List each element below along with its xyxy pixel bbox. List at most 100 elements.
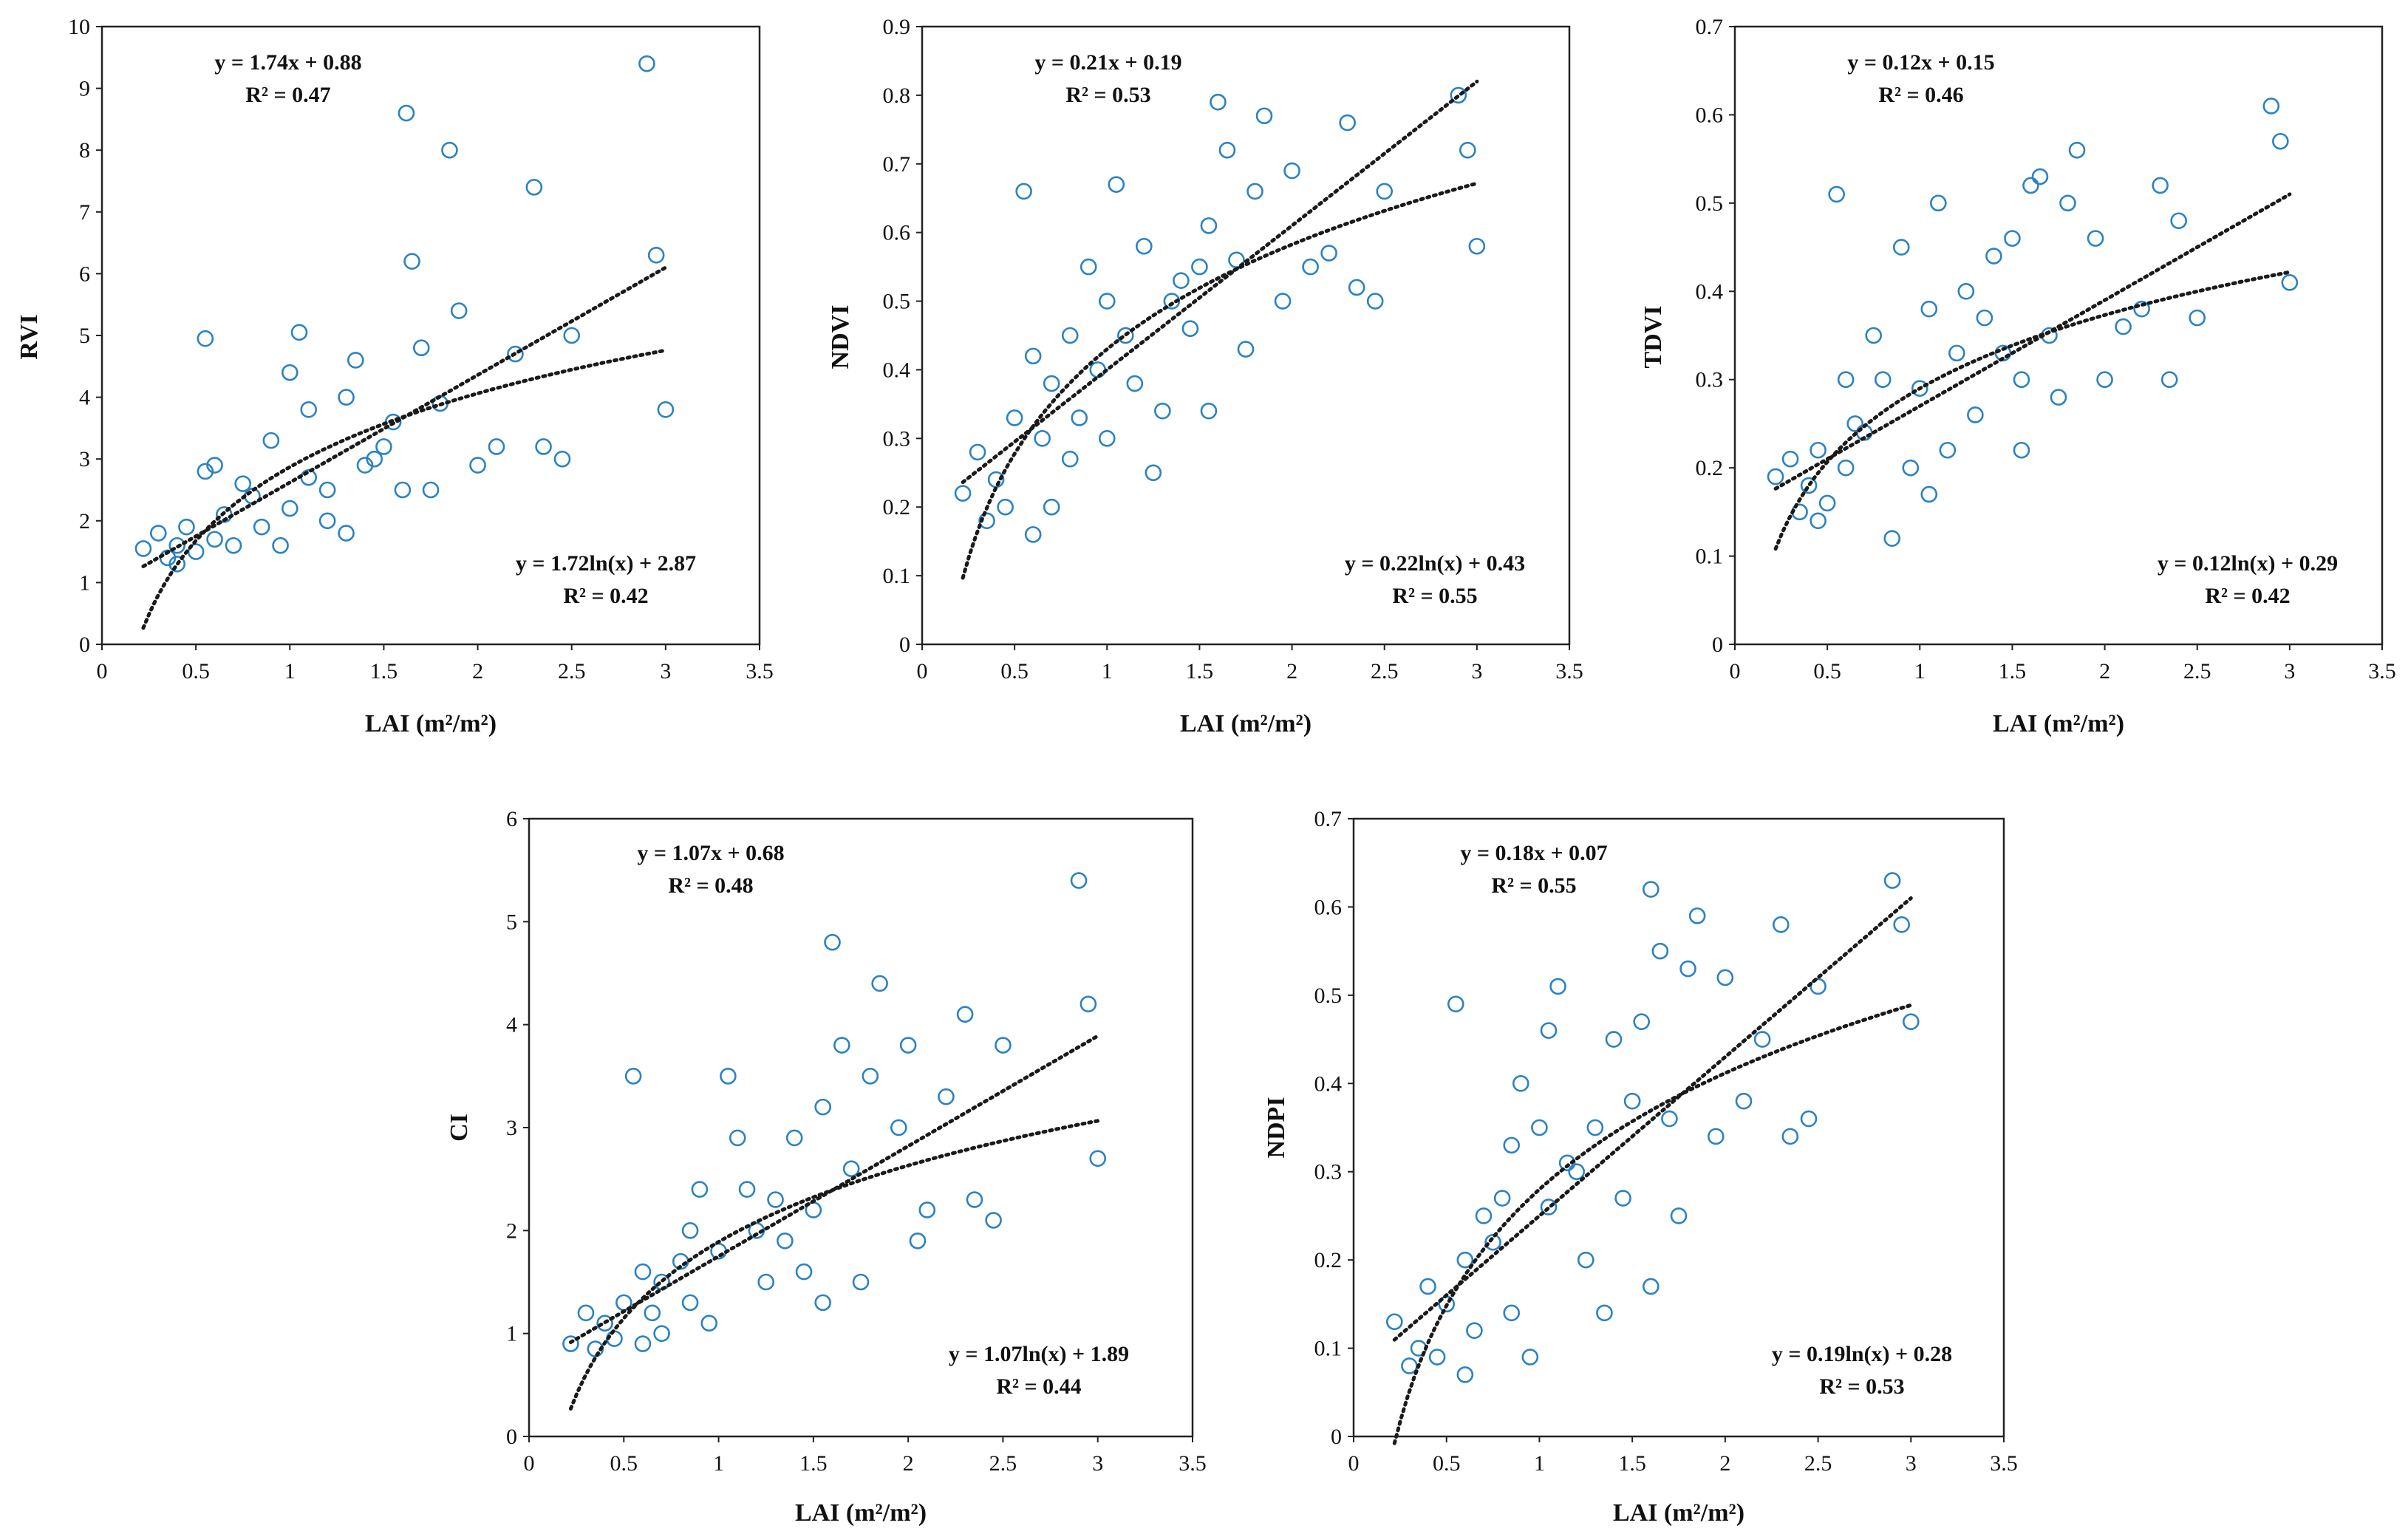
data-point bbox=[644, 1304, 661, 1322]
data-point bbox=[2160, 371, 2178, 389]
x-tick-label: 0.5 bbox=[1433, 1451, 1461, 1476]
x-tick-label: 2.5 bbox=[989, 1451, 1017, 1476]
y-tick-label: 4 bbox=[79, 386, 90, 410]
linear-trendline bbox=[1773, 192, 2292, 491]
data-point bbox=[814, 1294, 831, 1312]
data-point bbox=[729, 1129, 746, 1147]
y-tick-label: 8 bbox=[79, 138, 90, 163]
data-point bbox=[657, 401, 675, 418]
y-tick-label: 0.1 bbox=[1314, 1337, 1343, 1361]
x-tick-label: 3.5 bbox=[1990, 1451, 2018, 1476]
y-axis-label: RVI bbox=[16, 314, 43, 359]
x-axis-label: LAI (m²/m²) bbox=[1613, 1499, 1744, 1527]
panel-ndvi: 0 0.5 1 1.5 2 2.5 3 3.5 0 0.1 0.2 0.3 0.4 0.5 0.6 0.7 0.… bbox=[827, 15, 1583, 737]
linear-equation: y = 0.12x + 0.15 bbox=[1847, 50, 1994, 75]
panel-ndpi: 0 0.5 1 1.5 2 2.5 3 3.5 0 0.1 0.2 0.3 0.4 0.5 0.6 0.7 N… bbox=[1263, 807, 2018, 1527]
data-point bbox=[1173, 272, 1190, 289]
y-tick-label: 0.3 bbox=[1696, 368, 1724, 392]
data-point bbox=[318, 512, 336, 530]
y-tick-label: 2 bbox=[79, 509, 90, 534]
data-point bbox=[253, 518, 270, 536]
data-point bbox=[403, 253, 420, 270]
data-point bbox=[638, 55, 655, 72]
y-tick-label: 0 bbox=[1331, 1425, 1342, 1449]
plot-frame bbox=[1733, 25, 2384, 646]
x-tick-label: 3.5 bbox=[2368, 659, 2396, 684]
data-point bbox=[1255, 107, 1273, 125]
data-point bbox=[2068, 141, 2086, 159]
y-tick-label: 0.1 bbox=[1696, 545, 1724, 569]
data-point bbox=[507, 345, 524, 363]
data-point bbox=[2272, 132, 2289, 150]
data-point bbox=[1837, 371, 1855, 389]
data-point bbox=[1320, 245, 1337, 262]
plot-area: 0 0.5 1 1.5 2 2.5 3 3.5 0 0.1 0.2 0.3 0.4 0.5 0.6 0.7 bbox=[1696, 15, 2396, 684]
y-tick-label: 0.2 bbox=[1314, 1248, 1343, 1272]
x-tick-label: 3.5 bbox=[1179, 1451, 1207, 1476]
data-point bbox=[1939, 441, 1957, 459]
data-point bbox=[1015, 183, 1032, 200]
data-point bbox=[757, 1273, 775, 1291]
data-point bbox=[1376, 183, 1394, 200]
data-point bbox=[1191, 258, 1208, 276]
linear-equation: y = 1.07x + 0.68 bbox=[637, 841, 784, 865]
linear-equation: y = 1.74x + 0.88 bbox=[214, 50, 361, 75]
data-point bbox=[997, 498, 1014, 516]
data-point bbox=[1210, 93, 1227, 111]
log-r2: R² = 0.44 bbox=[996, 1374, 1081, 1399]
x-tick-label: 2.5 bbox=[1371, 659, 1399, 684]
x-tick-label: 3.5 bbox=[746, 659, 774, 684]
data-point bbox=[1475, 1207, 1493, 1224]
y-tick-label: 0 bbox=[1712, 633, 1723, 657]
y-tick-label: 0.4 bbox=[1696, 279, 1724, 304]
log-r2: R² = 0.42 bbox=[2205, 584, 2290, 608]
log-r2: R² = 0.53 bbox=[1819, 1374, 1904, 1399]
data-point bbox=[777, 1232, 794, 1250]
x-tick-label: 3 bbox=[1906, 1451, 1917, 1476]
data-point bbox=[1200, 402, 1218, 420]
data-point bbox=[1753, 1031, 1771, 1048]
data-point bbox=[2087, 230, 2104, 247]
data-point bbox=[1810, 978, 1827, 995]
y-tick-label: 0.6 bbox=[1696, 103, 1724, 127]
y-tick-label: 0.7 bbox=[1696, 15, 1724, 39]
x-tick-label: 2 bbox=[1286, 659, 1297, 684]
data-point bbox=[2115, 318, 2132, 335]
y-tick-label: 0.6 bbox=[883, 221, 911, 245]
data-point bbox=[1246, 183, 1263, 200]
y-tick-label: 6 bbox=[506, 807, 517, 831]
data-point bbox=[1024, 347, 1042, 365]
y-tick-label: 5 bbox=[506, 910, 517, 934]
data-point bbox=[225, 536, 242, 554]
x-tick-label: 1.5 bbox=[1186, 659, 1214, 684]
linear-r2: R² = 0.47 bbox=[245, 83, 330, 107]
y-tick-label: 0.5 bbox=[1696, 191, 1724, 216]
y-tick-label: 0 bbox=[79, 633, 90, 657]
y-tick-label: 0.5 bbox=[883, 290, 911, 314]
data-point bbox=[1781, 1128, 1799, 1145]
data-point bbox=[1865, 327, 1883, 344]
data-point bbox=[966, 1191, 983, 1208]
data-point bbox=[1735, 1092, 1753, 1110]
data-point bbox=[1079, 995, 1097, 1013]
data-point bbox=[1466, 1322, 1483, 1339]
data-point bbox=[596, 1315, 613, 1332]
data-point bbox=[2189, 309, 2206, 327]
data-point bbox=[469, 457, 486, 474]
data-point bbox=[1274, 293, 1292, 310]
data-point bbox=[1386, 1313, 1403, 1331]
data-point bbox=[890, 1119, 907, 1136]
data-point bbox=[1043, 375, 1060, 392]
data-point bbox=[738, 1181, 756, 1198]
linear-r2: R² = 0.46 bbox=[1878, 83, 1963, 107]
data-point bbox=[1586, 1119, 1604, 1136]
data-point bbox=[1892, 239, 1910, 256]
x-axis-label: LAI (m²/m²) bbox=[365, 710, 497, 737]
data-point bbox=[938, 1088, 955, 1105]
data-point bbox=[563, 327, 581, 344]
linear-equation: y = 0.18x + 0.07 bbox=[1460, 841, 1607, 865]
data-point bbox=[1642, 881, 1660, 898]
data-point bbox=[1846, 415, 1863, 432]
y-tick-label: 2 bbox=[506, 1218, 517, 1243]
data-point bbox=[1419, 1278, 1436, 1295]
